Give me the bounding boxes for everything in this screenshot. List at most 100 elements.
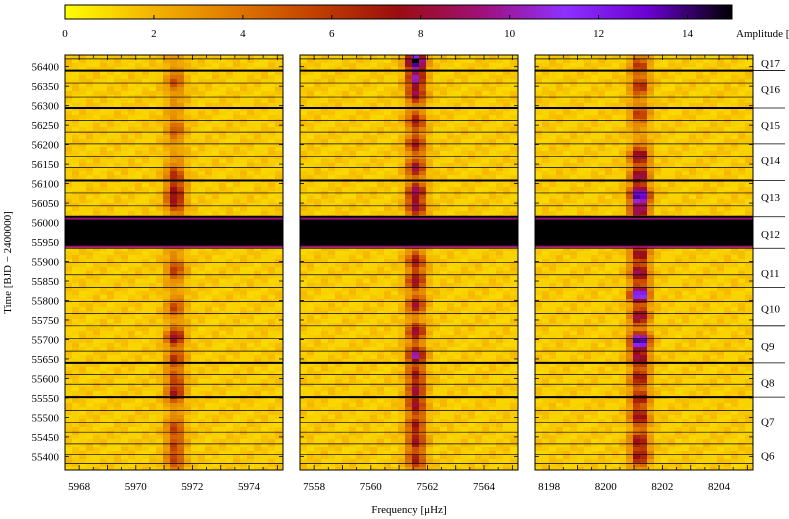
heatmap-cell (482, 83, 490, 88)
heatmap-cell (240, 419, 248, 424)
heatmap-cell (219, 375, 227, 380)
heatmap-cell (107, 163, 115, 168)
heatmap-cell (268, 287, 276, 292)
heatmap-cell (433, 175, 441, 180)
heatmap-cell (128, 83, 136, 88)
heatmap-cell (184, 103, 192, 108)
heatmap-cell (156, 463, 164, 468)
heatmap-cell (391, 83, 399, 88)
heatmap-cell (163, 199, 171, 204)
heatmap-cell (233, 139, 241, 144)
heatmap-cell (142, 455, 150, 460)
heatmap-cell (433, 83, 441, 88)
heatmap-cell (198, 419, 206, 424)
heatmap-cell (268, 335, 276, 340)
heatmap-cell (314, 199, 322, 204)
heatmap-cell (321, 207, 329, 212)
heatmap-cell (482, 183, 490, 188)
heatmap-cell (135, 75, 143, 80)
heatmap-cell (363, 59, 371, 64)
heatmap-cell (240, 379, 248, 384)
heatmap-cell (86, 323, 94, 328)
heatmap-cell (349, 139, 357, 144)
heatmap-cell (233, 351, 241, 356)
heatmap-cell (205, 447, 213, 452)
heatmap-cell (149, 87, 157, 92)
heatmap-cell (93, 171, 101, 176)
heatmap-cell (363, 187, 371, 192)
heatmap-cell (86, 335, 94, 340)
heatmap-cell (268, 131, 276, 136)
heatmap-cell (93, 299, 101, 304)
heatmap-cell (254, 199, 262, 204)
heatmap-cell (163, 119, 171, 124)
heatmap-cell (370, 171, 378, 176)
heatmap-cell (475, 67, 483, 72)
heatmap-cell (363, 55, 371, 60)
heatmap-cell (114, 339, 122, 344)
heatmap-cell (93, 435, 101, 440)
heatmap-cell (261, 171, 269, 176)
heatmap-cell (163, 123, 171, 128)
heatmap-cell (461, 71, 469, 76)
heatmap-cell (370, 59, 378, 64)
heatmap-cell (184, 367, 192, 372)
heatmap-cell (440, 163, 448, 168)
heatmap-cell (300, 203, 308, 208)
heatmap-cell (149, 399, 157, 404)
heatmap-cell (426, 111, 434, 116)
heatmap-cell (503, 83, 511, 88)
heatmap-cell (142, 383, 150, 388)
heatmap-cell (156, 407, 164, 412)
heatmap-cell (377, 159, 385, 164)
heatmap-cell (135, 455, 143, 460)
heatmap-cell (93, 431, 101, 436)
heatmap-cell (212, 203, 220, 208)
heatmap-cell (247, 303, 255, 308)
heatmap-cell (72, 135, 80, 140)
heatmap-cell (135, 107, 143, 112)
heatmap-cell (121, 363, 129, 368)
heatmap-cell (489, 67, 497, 72)
heatmap-cell (226, 359, 234, 364)
heatmap-cell (226, 71, 234, 76)
heatmap-cell (121, 375, 129, 380)
heatmap-cell (79, 171, 87, 176)
heatmap-cell (198, 447, 206, 452)
heatmap-cell (72, 203, 80, 208)
heatmap-cell (135, 427, 143, 432)
heatmap-cell (233, 423, 241, 428)
heatmap-cell (100, 171, 108, 176)
heatmap-cell (128, 195, 136, 200)
heatmap-cell (184, 167, 192, 172)
heatmap-cell (205, 259, 213, 264)
heatmap-cell (170, 331, 178, 336)
heatmap-cell (233, 435, 241, 440)
heatmap-cell (503, 67, 511, 72)
heatmap-cell (233, 427, 241, 432)
heatmap-cell (261, 347, 269, 352)
heatmap-cell (107, 355, 115, 360)
heatmap-cell (426, 171, 434, 176)
heatmap-cell (177, 299, 185, 304)
heatmap-cell (205, 247, 213, 252)
heatmap-cell (100, 131, 108, 136)
heatmap-cell (384, 87, 392, 92)
heatmap-cell (100, 391, 108, 396)
heatmap-cell (100, 371, 108, 376)
heatmap-cell (426, 159, 434, 164)
heatmap-cell (226, 211, 234, 216)
heatmap-cell (247, 59, 255, 64)
heatmap-cell (142, 443, 150, 448)
heatmap-cell (170, 175, 178, 180)
heatmap-cell (356, 131, 364, 136)
heatmap-cell (163, 75, 171, 80)
heatmap-cell (135, 391, 143, 396)
heatmap-cell (419, 159, 427, 164)
heatmap-cell (100, 319, 108, 324)
heatmap-cell (254, 247, 262, 252)
heatmap-cell (261, 315, 269, 320)
heatmap-cell (433, 167, 441, 172)
heatmap-cell (307, 91, 315, 96)
heatmap-cell (440, 63, 448, 68)
